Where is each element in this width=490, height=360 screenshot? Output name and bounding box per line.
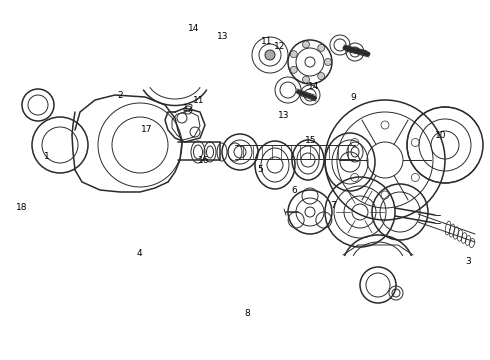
Text: 3: 3 [465,256,471,266]
Text: 4: 4 [137,249,143,258]
Circle shape [318,44,325,51]
Text: 12: 12 [183,104,195,113]
Text: 1: 1 [44,152,49,161]
Circle shape [324,58,332,66]
Circle shape [265,50,275,60]
Text: 13: 13 [278,111,290,120]
Text: 18: 18 [16,202,28,212]
Text: 14: 14 [188,24,199,33]
Text: 14: 14 [308,82,319,91]
Text: 7: 7 [330,201,336,210]
Text: 17: 17 [141,125,153,134]
Circle shape [302,41,310,48]
Text: 12: 12 [273,42,285,51]
Circle shape [318,73,325,80]
Circle shape [290,51,297,58]
Circle shape [290,66,297,73]
Text: 16: 16 [197,156,209,165]
Text: 5: 5 [257,165,263,174]
Text: 11: 11 [193,96,204,105]
Text: 15: 15 [305,136,317,145]
Text: 11: 11 [261,37,273,46]
Circle shape [302,76,310,83]
Text: 9: 9 [350,93,356,102]
Text: 8: 8 [245,309,250,318]
Text: 13: 13 [217,32,229,41]
Text: 2: 2 [117,91,123,100]
Text: 10: 10 [435,131,447,140]
Text: 6: 6 [291,186,297,195]
